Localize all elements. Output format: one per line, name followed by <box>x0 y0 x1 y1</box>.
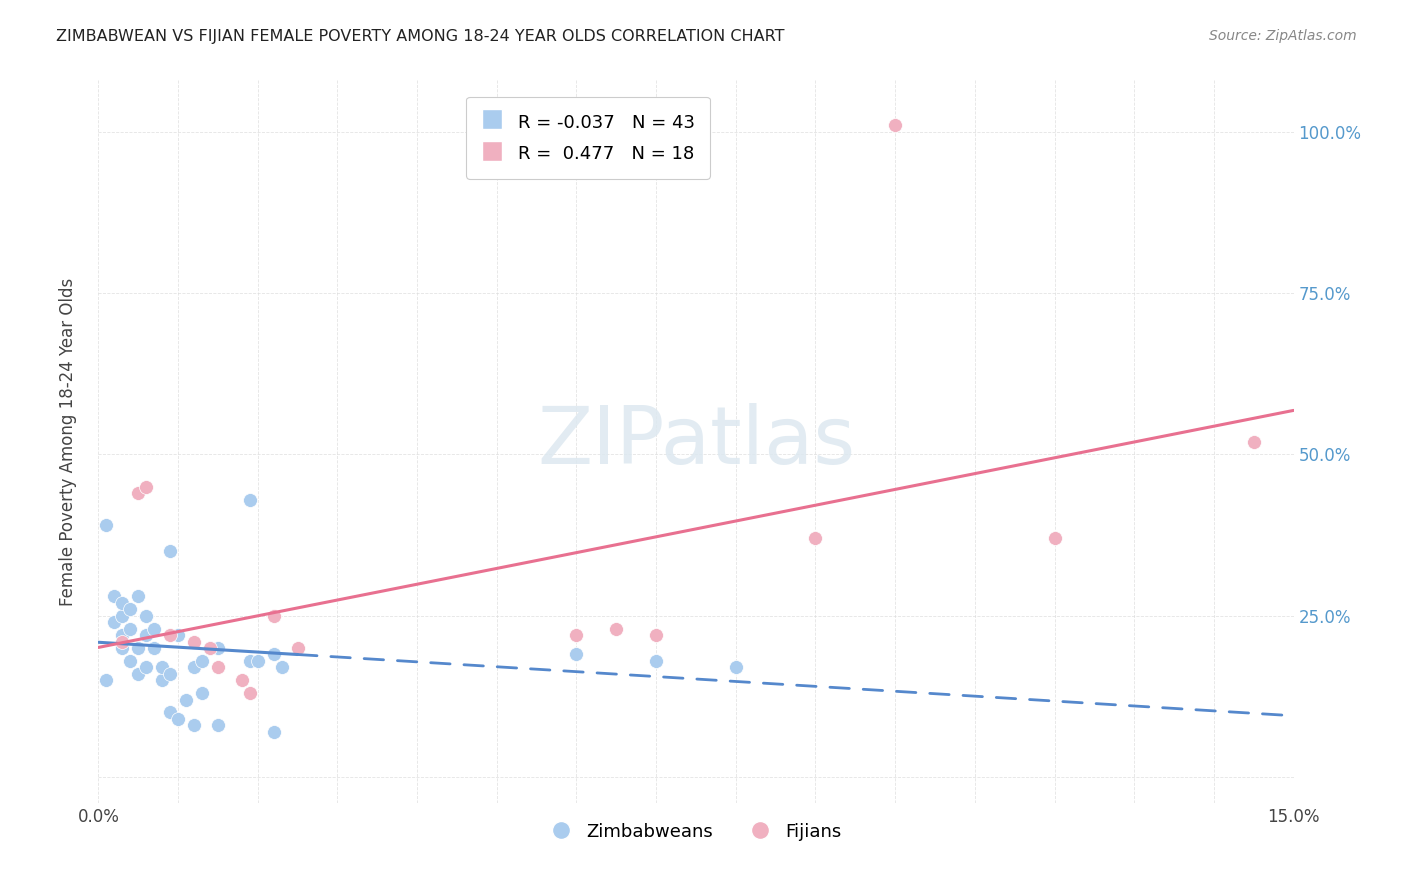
Point <box>120 602 142 616</box>
Point <box>263 724 285 739</box>
Point <box>804 531 827 545</box>
Point <box>111 640 134 655</box>
Point <box>103 615 125 630</box>
Point <box>159 706 181 720</box>
Point <box>246 654 269 668</box>
Point <box>270 660 292 674</box>
Point <box>645 654 668 668</box>
Point <box>127 640 149 655</box>
Point <box>207 640 229 655</box>
Point <box>1243 434 1265 449</box>
Text: Source: ZipAtlas.com: Source: ZipAtlas.com <box>1209 29 1357 43</box>
Point <box>183 718 205 732</box>
Point <box>167 712 190 726</box>
Point <box>724 660 747 674</box>
Point <box>111 634 134 648</box>
Point <box>565 628 588 642</box>
Point <box>111 596 134 610</box>
Point <box>183 634 205 648</box>
Point <box>198 640 221 655</box>
Point <box>263 648 285 662</box>
Point <box>191 686 214 700</box>
Point <box>143 622 166 636</box>
Point <box>135 628 157 642</box>
Point <box>239 686 262 700</box>
Point <box>183 660 205 674</box>
Point <box>167 628 190 642</box>
Point <box>159 544 181 558</box>
Text: ZIPatlas: ZIPatlas <box>537 402 855 481</box>
Point <box>565 648 588 662</box>
Point <box>159 666 181 681</box>
Point <box>159 628 181 642</box>
Point <box>884 119 907 133</box>
Point <box>174 692 197 706</box>
Point <box>96 673 118 688</box>
Point <box>135 480 157 494</box>
Point <box>263 608 285 623</box>
Point <box>127 486 149 500</box>
Point <box>120 654 142 668</box>
Text: ZIMBABWEAN VS FIJIAN FEMALE POVERTY AMONG 18-24 YEAR OLDS CORRELATION CHART: ZIMBABWEAN VS FIJIAN FEMALE POVERTY AMON… <box>56 29 785 44</box>
Point <box>111 628 134 642</box>
Point <box>191 654 214 668</box>
Point <box>239 654 262 668</box>
Point <box>645 628 668 642</box>
Point <box>127 666 149 681</box>
Point <box>231 673 253 688</box>
Point <box>103 590 125 604</box>
Point <box>143 640 166 655</box>
Point <box>111 608 134 623</box>
Point <box>135 608 157 623</box>
Point <box>127 590 149 604</box>
Point <box>207 660 229 674</box>
Point <box>198 640 221 655</box>
Point <box>96 518 118 533</box>
Point <box>287 640 309 655</box>
Point <box>239 492 262 507</box>
Point <box>150 673 173 688</box>
Point <box>1043 531 1066 545</box>
Point <box>207 718 229 732</box>
Point <box>150 660 173 674</box>
Point <box>120 622 142 636</box>
Point <box>135 660 157 674</box>
Legend: Zimbabweans, Fijians: Zimbabweans, Fijians <box>543 815 849 848</box>
Y-axis label: Female Poverty Among 18-24 Year Olds: Female Poverty Among 18-24 Year Olds <box>59 277 77 606</box>
Point <box>605 622 627 636</box>
